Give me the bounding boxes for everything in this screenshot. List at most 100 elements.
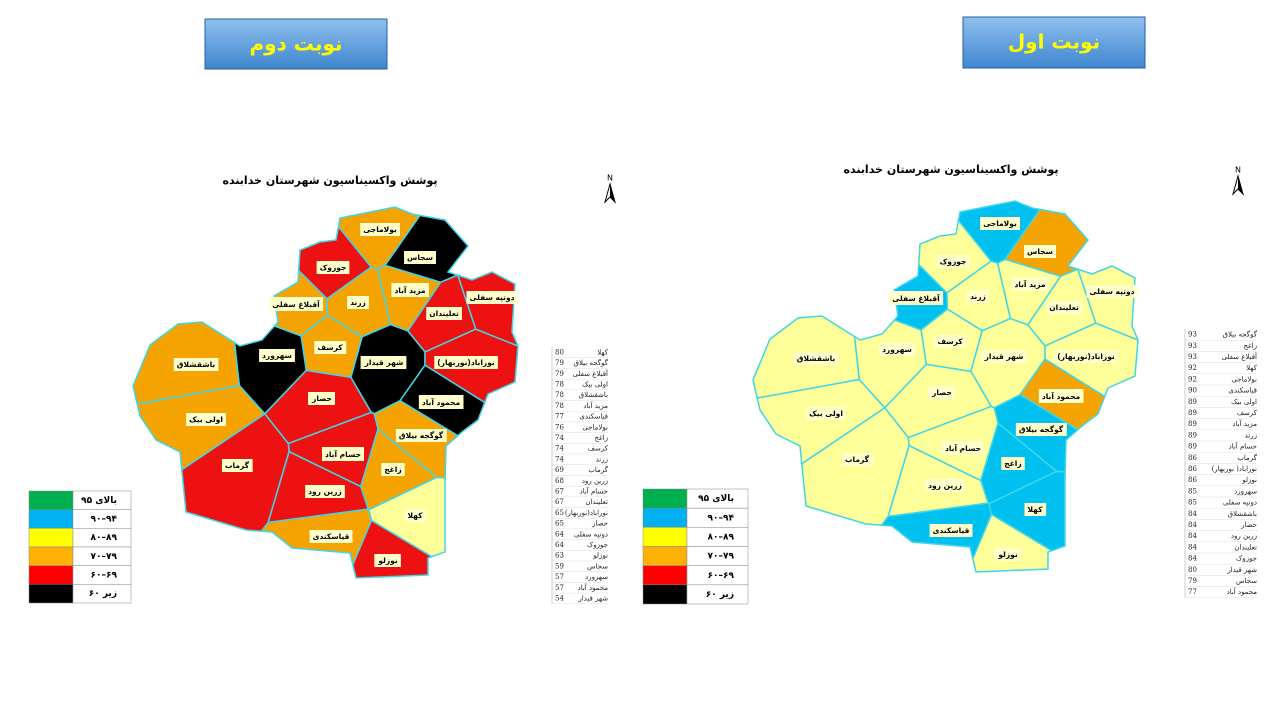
- table-value: 74: [555, 455, 564, 463]
- table-value: 80: [555, 348, 564, 356]
- region-label-box: [994, 548, 1021, 561]
- table-value: 74: [555, 434, 564, 442]
- region-label: جوزوک: [940, 257, 967, 266]
- region-label-box: [1011, 277, 1049, 291]
- table-name: نوراباد(نوربهار): [565, 509, 608, 517]
- region-label: سجاس: [407, 253, 433, 262]
- region-label: گوگجه بیلاق: [1019, 425, 1064, 434]
- table-value: 84: [1188, 521, 1197, 529]
- region: [206, 207, 373, 300]
- table-name: زرند: [596, 455, 608, 463]
- table-value: 86: [1188, 454, 1197, 462]
- region-label: زرند: [350, 298, 366, 307]
- table-name: کرسف: [588, 445, 609, 453]
- table-value: 92: [1188, 364, 1197, 372]
- region-label-box: [391, 283, 429, 297]
- table-value: 68: [555, 477, 564, 485]
- table-name: کرسف: [1237, 409, 1258, 417]
- region-label: زرند: [970, 292, 986, 301]
- region-label-box: [1024, 245, 1056, 258]
- table-name: اولی بیک: [582, 380, 608, 388]
- table-name: حصار: [591, 520, 608, 528]
- region-label: دوتپه سفلی: [1090, 287, 1135, 296]
- region-label: بولاماجی: [363, 225, 397, 234]
- region-label-box: [936, 255, 970, 268]
- region-label-box: [1038, 389, 1084, 403]
- table-value: 79: [555, 370, 564, 378]
- region-label: گوگجه بیلاق: [399, 431, 444, 440]
- region-label: باشقشلاق: [797, 354, 836, 363]
- region-label-box: [360, 356, 407, 369]
- legend-swatch: [28, 584, 74, 604]
- table-name: محمود آباد: [1227, 586, 1258, 596]
- table-value: 64: [555, 530, 564, 538]
- table-name: شهر قیدار: [1226, 566, 1257, 574]
- map-title: پوشش واکسیناسیون شهرستان خدابنده: [222, 174, 437, 187]
- table-name: گرماب: [1237, 453, 1257, 462]
- region-label: زرین رود: [928, 481, 962, 490]
- table-name: قیاسکندی: [1228, 387, 1257, 395]
- table-name: حسام آباد: [580, 485, 608, 495]
- table-name: کهلا: [597, 348, 608, 356]
- table-name: سهرورد: [585, 573, 608, 581]
- region-label-box: [186, 413, 226, 426]
- region-label-box: [925, 479, 965, 492]
- region-label: کهلا: [1027, 505, 1043, 514]
- table-name: حسام آباد: [1229, 441, 1257, 451]
- table-value: 92: [1188, 375, 1197, 383]
- table-name: نوراباد( نوربهار): [1212, 465, 1257, 473]
- table: 80 کهلا 79 گوگجه بیلاق 79 آقبلاغ سفلی 78 اولی ب…: [551, 347, 609, 605]
- region-label: اولی بیک: [809, 409, 843, 418]
- region-label: قیاسکندی: [933, 526, 970, 535]
- region-label-box: [466, 291, 518, 304]
- region-label: کهلا: [407, 511, 423, 520]
- header: نوبت دوم: [249, 32, 342, 56]
- table-name: آقبلاغ سفلی: [572, 368, 609, 378]
- region-label-box: [308, 392, 335, 405]
- legend-label: ۹۰–۹۴: [708, 513, 735, 523]
- table-name: دوتپه سفلی: [1223, 499, 1257, 507]
- table-value: 85: [1188, 499, 1197, 507]
- table-name: گوگجه بیلاق: [1223, 330, 1258, 339]
- table-value: 84: [1188, 510, 1197, 518]
- table-name: زرین رود: [1231, 532, 1257, 540]
- table-name: گرماب: [588, 465, 608, 474]
- table-name: سجاس: [1236, 577, 1257, 585]
- region-label-box: [418, 395, 464, 409]
- table-name: تعلیندان: [585, 498, 608, 506]
- region-label-box: [879, 343, 915, 356]
- header-box: [204, 18, 388, 70]
- region-label-box: [316, 261, 350, 274]
- region-label: شهر قیدار: [984, 352, 1024, 361]
- region-label: سجاس: [1027, 247, 1053, 256]
- table-value: 79: [1188, 577, 1197, 585]
- legend-cell: [686, 584, 749, 605]
- table-name: شهر قیدار: [577, 594, 608, 602]
- legend-swatch: [28, 528, 74, 548]
- maps: بولاماجی سجاس جوزوک مزید آباد زرند آقبلاغ سفل…: [132, 200, 1139, 579]
- region-label: قیاسکندی: [313, 532, 350, 541]
- map: بولاماجی سجاس جوزوک مزید آباد زرند آقبلاغ سفل…: [752, 200, 1139, 573]
- region-label: تعلیندان: [1049, 303, 1079, 312]
- table-name: سهرورد: [1234, 487, 1257, 495]
- table-name: تعلیندان: [1234, 543, 1257, 551]
- region: [133, 207, 241, 412]
- table-value: 93: [1188, 342, 1197, 350]
- region-label-box: [941, 441, 985, 455]
- table-value: 84: [1188, 532, 1197, 540]
- legend-label: ۷۰–۷۹: [91, 552, 118, 562]
- legend-label: زیر ۶۰: [706, 590, 734, 600]
- table-name: بولاماجی: [582, 423, 608, 431]
- region-label: نوراباد(نوربهار): [437, 358, 495, 367]
- north-arrow: [1238, 176, 1243, 194]
- north-label: N: [1235, 166, 1241, 175]
- table-value: 86: [1188, 476, 1197, 484]
- table-name: دوتپه سفلی: [574, 530, 608, 538]
- region-label: نوزلو: [377, 556, 398, 565]
- table-value: 78: [555, 402, 564, 410]
- legend-label: ۷۰–۷۹: [708, 552, 735, 562]
- region-label: حصار: [931, 388, 952, 397]
- region-label: مزید آباد: [394, 285, 425, 295]
- region-label-box: [321, 447, 365, 461]
